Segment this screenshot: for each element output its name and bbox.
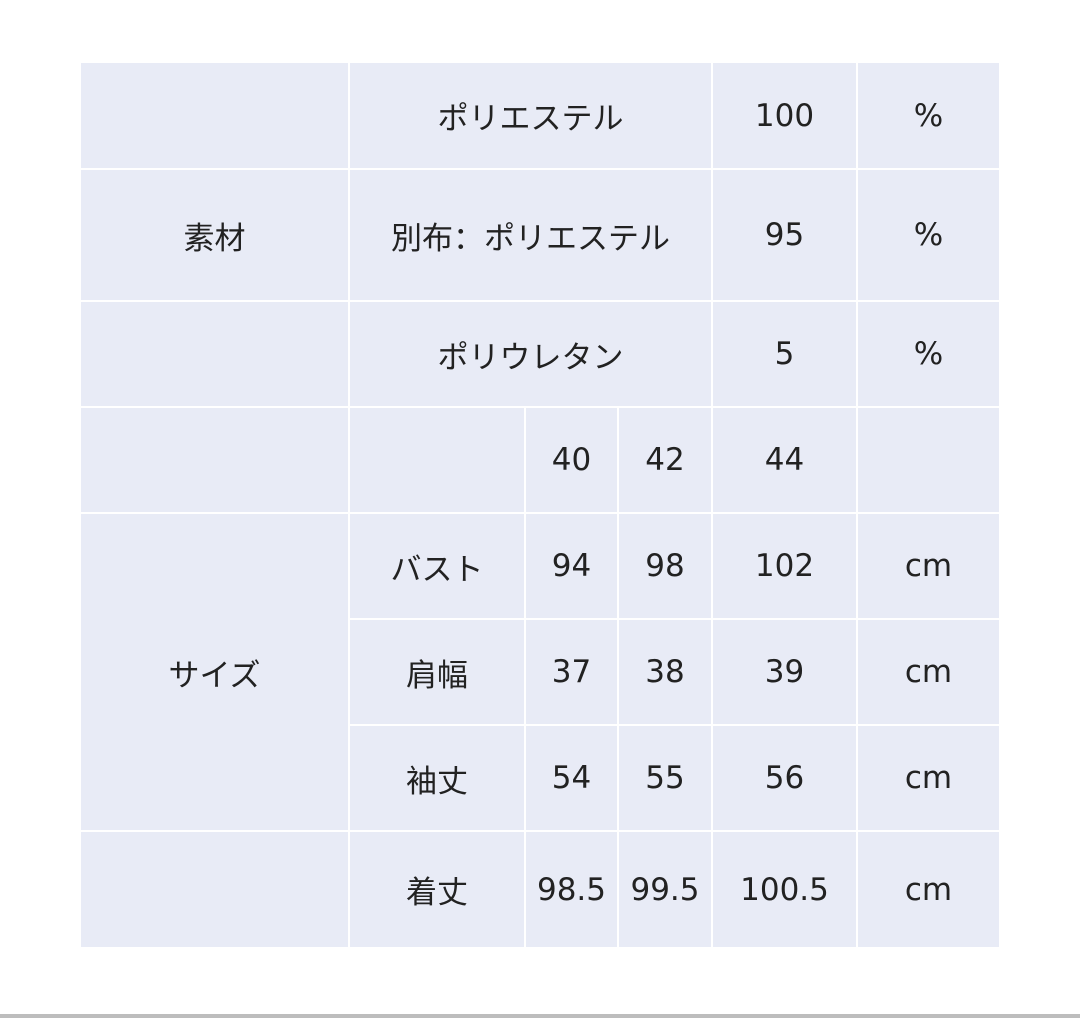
measurement-value: 54 xyxy=(526,726,617,830)
measurement-name: 袖丈 xyxy=(350,726,524,830)
size-label: サイズ xyxy=(81,514,348,830)
material-label: 素材 xyxy=(81,170,348,300)
measurement-name: 着丈 xyxy=(350,832,524,947)
empty-cell xyxy=(81,302,348,406)
unit: cm xyxy=(858,514,999,618)
measurement-name: バスト xyxy=(350,514,524,618)
measurement-value: 99.5 xyxy=(619,832,711,947)
material-name: ポリエステル xyxy=(350,63,711,168)
material-percent: 100 xyxy=(713,63,856,168)
measurement-value: 39 xyxy=(713,620,856,724)
measurement-value: 100.5 xyxy=(713,832,856,947)
empty-cell xyxy=(81,63,348,168)
divider xyxy=(0,1014,1080,1018)
material-name: ポリウレタン xyxy=(350,302,711,406)
measurement-value: 55 xyxy=(619,726,711,830)
size-header: 40 xyxy=(526,408,617,512)
measurement-value: 37 xyxy=(526,620,617,724)
measurement-value: 38 xyxy=(619,620,711,724)
measurement-name: 肩幅 xyxy=(350,620,524,724)
empty-cell xyxy=(81,832,348,947)
material-percent: 95 xyxy=(713,170,856,300)
material-name: 別布：ポリエステル xyxy=(350,170,711,300)
measurement-value: 98.5 xyxy=(526,832,617,947)
unit: cm xyxy=(858,832,999,947)
unit: cm xyxy=(858,726,999,830)
unit: % xyxy=(858,170,999,300)
measurement-value: 98 xyxy=(619,514,711,618)
size-header: 42 xyxy=(619,408,711,512)
unit: % xyxy=(858,63,999,168)
size-header: 44 xyxy=(713,408,856,512)
unit: cm xyxy=(858,620,999,724)
measurement-value: 94 xyxy=(526,514,617,618)
material-percent: 5 xyxy=(713,302,856,406)
empty-cell xyxy=(81,408,348,512)
measurement-value: 56 xyxy=(713,726,856,830)
measurement-value: 102 xyxy=(713,514,856,618)
empty-cell xyxy=(858,408,999,512)
empty-cell xyxy=(350,408,524,512)
unit: % xyxy=(858,302,999,406)
